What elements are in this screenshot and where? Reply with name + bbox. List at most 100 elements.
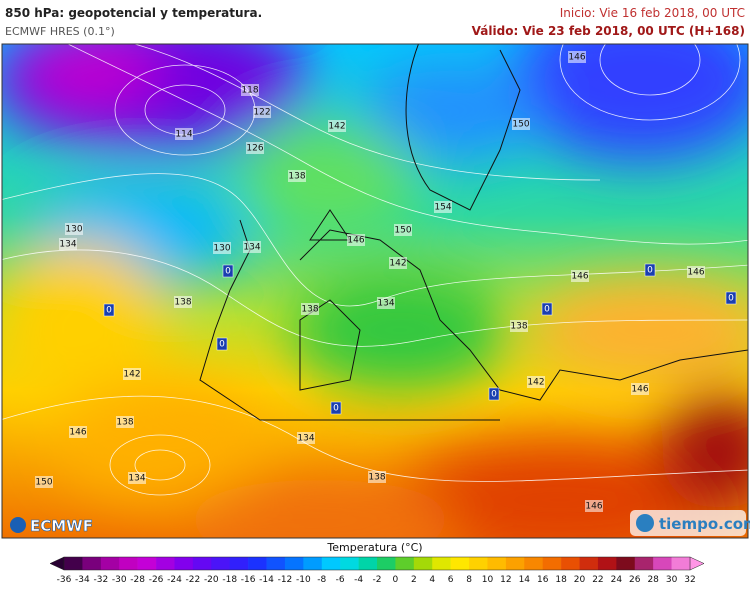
colorbar-tick-label: -36 <box>57 575 72 585</box>
contour-label-bg <box>246 142 264 154</box>
contour-label-bg <box>512 118 530 130</box>
contour-label: 134 <box>243 243 260 253</box>
zero-isotherm-label-bg <box>103 303 115 317</box>
colorbar-swatch <box>211 557 231 570</box>
colorbar-tick-label: -22 <box>186 575 201 585</box>
contour-label-bg <box>253 106 271 118</box>
zero-isotherm-label-bg <box>541 302 553 316</box>
contour-label-bg <box>631 383 649 395</box>
colorbar-swatch <box>137 557 157 570</box>
colorbar-swatch <box>321 557 341 570</box>
contour-label: 130 <box>65 225 82 235</box>
colorbar-swatch <box>340 557 359 570</box>
colorbar-tick-label: 10 <box>482 575 494 585</box>
zero-isotherm-label-bg <box>644 263 656 277</box>
colorbar-tick-label: -4 <box>354 575 363 585</box>
colorbar-tick-label: -12 <box>278 575 293 585</box>
init-time: Inicio: Vie 16 feb 2018, 00 UTC <box>560 6 745 20</box>
zero-isotherm-label: 0 <box>728 294 734 304</box>
contour-label: 154 <box>434 203 451 213</box>
colorbar-swatch <box>192 557 212 570</box>
contour-label: 142 <box>527 378 544 388</box>
zero-isotherm-label: 0 <box>491 390 497 400</box>
colorbar-swatch <box>671 557 691 570</box>
colorbar-tick-label: -14 <box>259 575 274 585</box>
contour-label: 146 <box>69 428 86 438</box>
zero-isotherm-label-bg <box>216 337 228 351</box>
contour-label: 146 <box>568 53 585 63</box>
colorbar-swatch <box>597 557 617 570</box>
contour-label-bg <box>347 234 365 246</box>
colorbar-swatch <box>413 557 433 570</box>
contour-label-bg <box>123 368 141 380</box>
zero-isotherm-label-bg <box>330 401 342 415</box>
colorbar-swatch <box>432 557 451 570</box>
zero-isotherm-label: 0 <box>333 404 339 414</box>
contour-label-bg <box>687 266 705 278</box>
zero-isotherm-label: 0 <box>544 305 550 315</box>
contour-label: 146 <box>687 268 704 278</box>
contour-label-bg <box>377 297 395 309</box>
colorbar-swatch <box>561 557 580 570</box>
contour-label-bg <box>527 376 545 388</box>
colorbar-tick-label: 2 <box>411 575 417 585</box>
colorbar-title: Temperatura (°C) <box>326 541 422 554</box>
colorbar-tick-label: -30 <box>112 575 127 585</box>
colorbar-tick-label: 16 <box>537 575 549 585</box>
colorbar-tick-label: -32 <box>93 575 108 585</box>
logo-text: ECMWF <box>30 517 93 535</box>
colorbar-tick-label: -34 <box>75 575 90 585</box>
valid-time: Válido: Vie 23 feb 2018, 00 UTC (H+168) <box>472 24 745 38</box>
contour-label-bg <box>328 120 346 132</box>
contour-label-bg <box>35 476 53 488</box>
contour-label: 134 <box>59 240 76 250</box>
colorbar-frame <box>63 556 691 571</box>
contour-label: 134 <box>297 434 314 444</box>
contour-label: 122 <box>253 108 270 118</box>
colorbar-swatch <box>542 557 562 570</box>
colorbar-tick-label: 26 <box>629 575 641 585</box>
colorbar-swatch <box>303 557 323 570</box>
colorbar-swatch <box>579 557 599 570</box>
zero-isotherm-label: 0 <box>225 267 231 277</box>
colorbar-swatch <box>248 557 267 570</box>
contour-label: 142 <box>389 259 406 269</box>
colorbar-swatch <box>634 557 654 570</box>
contour-label: 146 <box>347 236 364 246</box>
contour-label-bg <box>128 472 146 484</box>
ecmwf-logo: ECMWF <box>10 517 93 535</box>
colorbar-tick-label: -18 <box>222 575 237 585</box>
contour-label: 138 <box>368 473 385 483</box>
colorbar-swatch <box>358 557 378 570</box>
contour-label-bg <box>59 238 77 250</box>
colorbar-swatch <box>377 557 396 570</box>
zero-isotherm-label: 0 <box>647 266 653 276</box>
zero-isotherm-label-bg <box>725 291 737 305</box>
zero-isotherm-label-bg <box>488 387 500 401</box>
colorbar-swatch <box>487 557 507 570</box>
colorbar-swatch <box>229 557 249 570</box>
contour-label: 142 <box>328 122 345 132</box>
colorbar-tick-label: 12 <box>500 575 511 585</box>
contour-label-bg <box>241 84 259 96</box>
colorbar-tick-label: -20 <box>204 575 219 585</box>
contour-label-bg <box>368 471 386 483</box>
colorbar-tick-label: 14 <box>519 575 531 585</box>
colorbar-tick-label: 18 <box>555 575 567 585</box>
contour-label: 138 <box>288 172 305 182</box>
contour-label: 146 <box>571 272 588 282</box>
contour-label: 138 <box>174 298 191 308</box>
colorbar-swatch <box>284 557 304 570</box>
contour-label-bg <box>434 201 452 213</box>
colorbar-tick-label: -8 <box>317 575 326 585</box>
contour-label: 138 <box>116 418 133 428</box>
zero-isotherm-label: 0 <box>219 340 225 350</box>
contour-label: 118 <box>241 86 258 96</box>
contour-label-bg <box>585 500 603 512</box>
colorbar-tick-label: -24 <box>167 575 182 585</box>
contour-label: 142 <box>123 370 140 380</box>
colorbar-swatch <box>100 557 120 570</box>
contour-label: 126 <box>246 144 263 154</box>
colorbar-tick-label: 32 <box>684 575 695 585</box>
